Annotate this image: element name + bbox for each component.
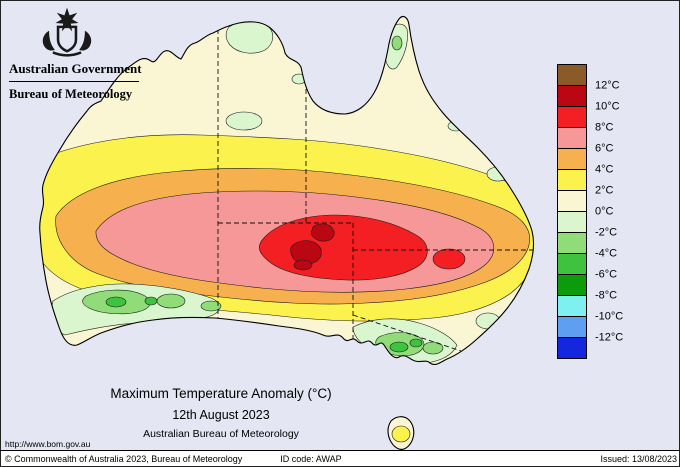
legend-label: -6°C	[595, 268, 618, 281]
coastline-mainland	[39, 16, 534, 366]
legend-swatch	[557, 127, 587, 149]
legend-swatch	[557, 211, 587, 233]
band-minus2-4-sw2	[156, 293, 186, 309]
legend-label: -12°C	[595, 331, 624, 344]
band-plus10-12-b	[310, 223, 335, 242]
legend-label: 8°C	[595, 121, 614, 134]
issued-date-text: Issued: 13/08/2023	[600, 453, 677, 464]
band-plus10-12	[290, 240, 322, 265]
legend-label: 4°C	[595, 163, 614, 176]
footer-bar: © Commonwealth of Australia 2023, Bureau…	[1, 450, 679, 466]
legend-label: -8°C	[595, 289, 618, 302]
legend-swatch	[557, 253, 587, 275]
header-divider	[9, 81, 139, 82]
legend-row	[557, 337, 623, 359]
band-minus4-6-vic2	[409, 338, 423, 348]
legend-label: -2°C	[595, 226, 618, 239]
band-minus2-4-capeyork	[391, 35, 403, 51]
band-plus8-10-east	[432, 248, 466, 270]
coat-of-arms-icon	[42, 7, 92, 57]
legend-label: 2°C	[595, 184, 614, 197]
band-plus10-12-c	[293, 259, 313, 271]
legend-label: 12°C	[595, 79, 620, 92]
band-minus2-4-sw3	[200, 300, 222, 312]
map-title: Maximum Temperature Anomaly (°C)	[110, 386, 332, 401]
legend-row: 12°C	[557, 64, 623, 91]
map-source: Australian Bureau of Meteorology	[143, 428, 299, 440]
band-tasmania-yellow	[391, 425, 411, 443]
legend-swatch	[557, 295, 587, 317]
legend-swatch	[557, 190, 587, 212]
legend-label: -4°C	[595, 247, 618, 260]
government-title: Australian Government	[9, 61, 142, 76]
legend-swatch	[557, 148, 587, 170]
band-minus4-6-sw	[105, 296, 127, 308]
legend-label: 6°C	[595, 142, 614, 155]
legend-swatch	[557, 316, 587, 338]
id-code-text: ID code: AWAP	[280, 453, 342, 464]
legend-swatch	[557, 274, 587, 296]
coastline-tasmania	[387, 416, 415, 450]
map-title-block: Maximum Temperature Anomaly (°C) 12th Au…	[31, 386, 411, 440]
legend-swatch	[557, 169, 587, 191]
agency-header: Australian Government Bureau of Meteorol…	[9, 61, 159, 102]
legend-swatch	[557, 106, 587, 128]
temperature-legend: 12°C 10°C 8°C 6°C 4°C	[557, 64, 624, 359]
legend-label: 0°C	[595, 205, 614, 218]
legend-swatch	[557, 64, 587, 86]
band-minus4-6-vic	[389, 341, 409, 353]
website-url: http://www.bom.gov.au	[5, 439, 91, 449]
legend-swatch	[557, 232, 587, 254]
legend-swatch	[557, 85, 587, 107]
copyright-text: © Commonwealth of Australia 2023, Bureau…	[5, 453, 243, 464]
bureau-title: Bureau of Meteorology	[9, 87, 133, 101]
legend-swatch	[557, 337, 587, 359]
band-minus0-2-qldcoast	[447, 120, 465, 132]
state-borders	[217, 21, 534, 352]
legend-label: -10°C	[595, 310, 624, 323]
band-minus4-6-sw2	[144, 296, 158, 306]
map-date: 12th August 2023	[172, 408, 270, 422]
band-minus0-2-neqld	[486, 166, 510, 182]
legend-label: 10°C	[595, 100, 620, 113]
band-minus0-2-nw	[225, 111, 263, 131]
